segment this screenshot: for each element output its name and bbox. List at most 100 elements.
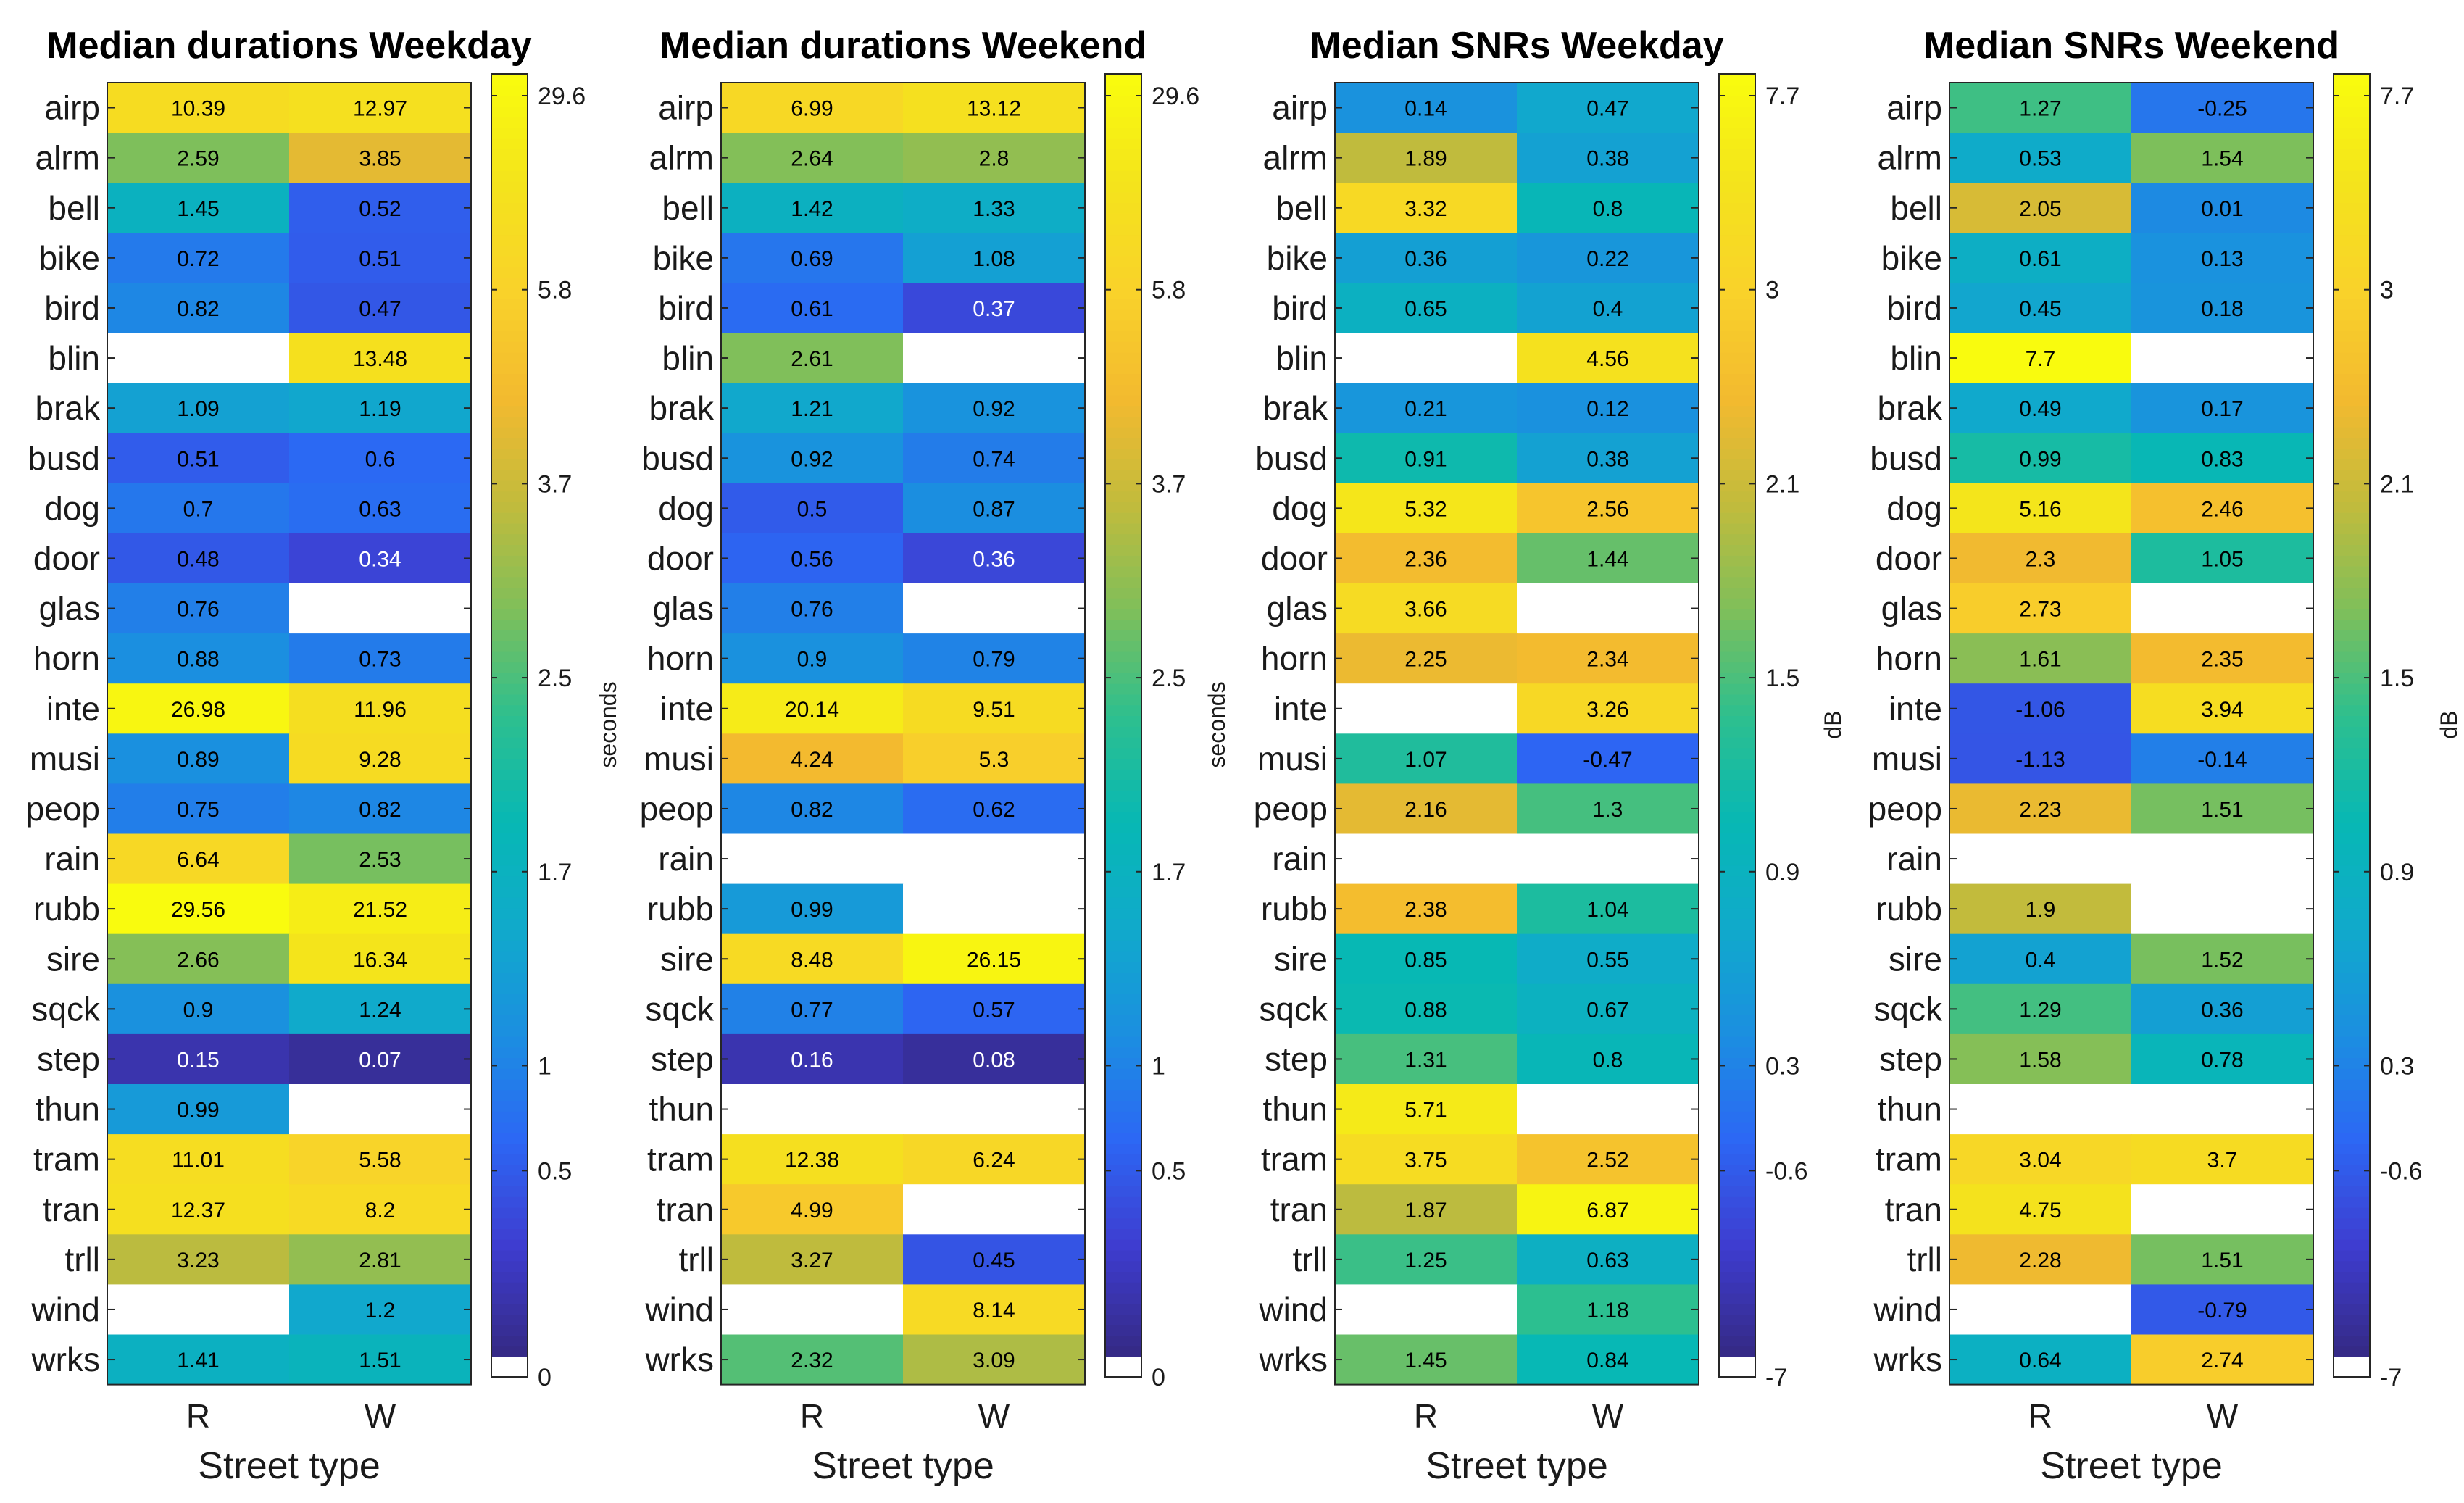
colorbar-segment	[491, 448, 528, 459]
row-label-musi: musi	[1872, 740, 1942, 778]
row-label-brak: brak	[1878, 389, 1943, 427]
colorbar-segment	[1719, 758, 1755, 770]
colorbar-segment	[491, 522, 528, 535]
cell-value-bike-W: 0.51	[359, 247, 401, 271]
colorbar-segment	[2334, 1314, 2370, 1325]
heatmap-cell-alrm-R	[1335, 133, 1518, 183]
colorbar-segment	[1105, 416, 1141, 428]
cell-value-wrks-R: 0.64	[2019, 1349, 2061, 1373]
cell-value-peop-R: 2.16	[1404, 798, 1447, 822]
colorbar-segment	[2334, 1217, 2370, 1229]
heatmap-cell-door-R	[1335, 533, 1518, 584]
colorbar-tick-label: -7	[2380, 1364, 2402, 1391]
colorbar-tick-label: 7.7	[1765, 83, 1799, 110]
row-label-bell: bell	[662, 189, 714, 227]
colorbar-segment	[1105, 939, 1141, 952]
colorbar-segment	[491, 212, 528, 225]
colorbar-segment	[491, 245, 528, 257]
heatmap-cell-musi-R	[1949, 733, 2132, 784]
cell-value-wind-W: -0.79	[2197, 1299, 2247, 1323]
colorbar-segment	[491, 127, 528, 139]
colorbar-segment	[1719, 191, 1755, 203]
cell-value-airp-R: 0.14	[1404, 97, 1447, 121]
colorbar-segment	[491, 1067, 528, 1080]
colorbar-segment	[1105, 1303, 1141, 1315]
colorbar-label-db: dB	[1820, 710, 1846, 738]
colorbar-segment	[1105, 608, 1141, 620]
colorbar-segment	[1105, 501, 1141, 513]
heatmap-panel-2: Median durations Weekend airp 6.99 13.12 alr…	[595, 25, 1199, 1487]
colorbar-segment	[1105, 1015, 1141, 1026]
colorbar-segment	[2334, 84, 2370, 96]
colorbar-segment	[1105, 1132, 1141, 1144]
row-label-step: step	[651, 1040, 714, 1078]
cell-value-tran-W: 8.2	[365, 1199, 396, 1223]
row-label-tran: tran	[657, 1191, 714, 1228]
colorbar-segment	[2334, 202, 2370, 214]
heatmap-cell-wind-W	[903, 1284, 1086, 1336]
cell-value-brak-W: 0.17	[2201, 397, 2243, 421]
colorbar-segment	[1105, 117, 1141, 128]
heatmap-cell-alrm-W	[289, 133, 472, 183]
colorbar-segment	[1719, 351, 1755, 364]
cell-value-wrks-R: 1.45	[1404, 1349, 1447, 1373]
cell-value-bike-W: 1.08	[973, 247, 1015, 271]
colorbar-segment	[1105, 886, 1141, 898]
colorbar-segment	[2334, 1335, 2370, 1347]
cell-value-peop-R: 0.82	[791, 798, 833, 822]
row-label-bike: bike	[1881, 239, 1942, 277]
row-label-sire: sire	[660, 940, 714, 978]
colorbar-tick-label: 0.9	[2380, 859, 2414, 886]
colorbar-segment	[1719, 95, 1755, 107]
colorbar-segment	[1719, 736, 1755, 749]
colorbar-segment	[1719, 234, 1755, 246]
colorbar-segment	[1105, 736, 1141, 749]
heatmap-cell-rain-R	[721, 833, 904, 885]
cell-value-brak-R: 1.21	[791, 397, 833, 421]
cell-value-busd-R: 0.92	[791, 447, 833, 471]
colorbar-segment	[491, 1089, 528, 1101]
colorbar-segment	[1105, 1078, 1141, 1091]
cell-value-musi-R: 4.24	[791, 748, 833, 772]
heatmap-cell-brak-W	[903, 383, 1086, 434]
row-label-rubb: rubb	[1261, 890, 1328, 928]
colorbar-segment	[1105, 1196, 1141, 1208]
row-label-door: door	[33, 539, 100, 577]
colorbar-segment	[1105, 480, 1141, 492]
colorbar-segment	[1105, 982, 1141, 994]
colorbar-segment	[2334, 117, 2370, 128]
colorbar-segment	[1719, 939, 1755, 952]
colorbar-segment	[491, 459, 528, 470]
colorbar-segment	[1719, 554, 1755, 567]
cell-value-sqck-W: 0.57	[973, 998, 1015, 1022]
heatmap-cell-bird-W	[2131, 283, 2314, 334]
colorbar-segment	[2334, 1238, 2370, 1251]
colorbar-segment	[1719, 854, 1755, 866]
cell-value-door-W: 1.44	[1586, 547, 1628, 571]
colorbar-tick-label: 0	[538, 1364, 552, 1391]
heatmap-cell-wind-W	[1517, 1284, 1699, 1336]
colorbar-segment	[1719, 1067, 1755, 1080]
heatmap-cell-inte-W	[1517, 683, 1699, 734]
colorbar-segment	[1719, 1046, 1755, 1058]
heatmap-cell-wind-R	[1335, 1284, 1518, 1336]
colorbar-segment	[1105, 768, 1141, 780]
cell-value-alrm-R: 1.89	[1404, 147, 1447, 171]
colorbar-segment	[491, 651, 528, 663]
heatmap-cell-rain-R	[107, 833, 290, 885]
cell-value-musi-W: -0.14	[2197, 748, 2247, 772]
colorbar-tick-label: 0.5	[538, 1157, 572, 1185]
cell-value-bike-R: 0.72	[177, 247, 219, 271]
heatmap-cell-door-R	[1949, 533, 2132, 584]
colorbar-segment	[1105, 1025, 1141, 1037]
cell-value-trll-R: 3.27	[791, 1249, 833, 1273]
cell-value-busd-R: 0.91	[1404, 447, 1447, 471]
colorbar-segment	[1105, 844, 1141, 855]
cell-value-musi-R: 1.07	[1404, 748, 1447, 772]
colorbar-segment	[2334, 896, 2370, 909]
heatmap-cell-rubb-R	[1335, 883, 1518, 935]
heatmap-cell-bell-W	[289, 183, 472, 233]
colorbar-segment	[2334, 1292, 2370, 1304]
heatmap-cell-tran-R	[721, 1184, 904, 1235]
colorbar-segment	[1105, 74, 1141, 86]
